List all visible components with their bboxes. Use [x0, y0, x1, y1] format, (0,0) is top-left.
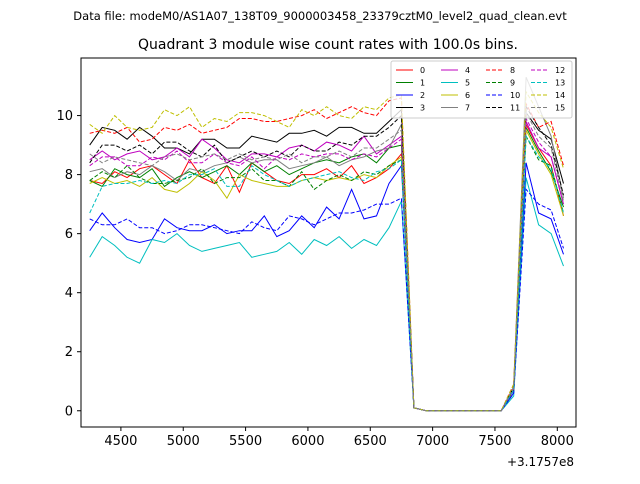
legend-label: 14 — [555, 91, 565, 100]
legend-label: 15 — [555, 104, 565, 113]
legend-box — [390, 60, 573, 119]
y-tick-label: 4 — [65, 286, 73, 301]
x-tick-label: 8000 — [541, 434, 574, 449]
chart-title: Quadrant 3 module wise count rates with … — [138, 37, 518, 53]
legend-label: 7 — [465, 104, 470, 113]
x-tick-label: 5500 — [229, 434, 262, 449]
legend-label: 9 — [510, 79, 515, 88]
series-line-8 — [89, 97, 564, 412]
y-tick-label: 10 — [56, 109, 73, 124]
legend-label: 8 — [510, 66, 515, 75]
series-line-10 — [89, 188, 564, 412]
y-tick-label: 0 — [65, 404, 73, 419]
series-line-15 — [89, 110, 564, 412]
legend-label: 10 — [510, 91, 520, 100]
legend-label: 11 — [510, 104, 520, 113]
legend-label: 12 — [555, 66, 565, 75]
legend-label: 2 — [420, 91, 425, 100]
x-tick-label: 4500 — [104, 434, 137, 449]
y-tick-label: 2 — [65, 345, 73, 360]
x-tick-label: 6000 — [291, 434, 324, 449]
y-tick-label: 6 — [65, 227, 73, 242]
x-tick-label: 7000 — [416, 434, 449, 449]
legend-label: 0 — [420, 66, 425, 75]
legend-label: 1 — [420, 79, 425, 88]
plot-area-frame — [80, 57, 577, 428]
x-tick-label: 7500 — [478, 434, 511, 449]
x-tick-label: 6500 — [354, 434, 387, 449]
axes-layer: 4500 5000 5500 6000 6500 7000 7500 8000 0 2 4 6 8 10 — [56, 109, 573, 449]
x-tick-label: 5000 — [167, 434, 200, 449]
legend-label: 13 — [555, 79, 565, 88]
series-line-9 — [89, 134, 564, 412]
legend-label: 3 — [420, 104, 425, 113]
legend-label: 4 — [465, 66, 470, 75]
x-axis-offset-label: +3.1757e8 — [507, 455, 574, 469]
legend-label: 5 — [465, 79, 470, 88]
y-tick-label: 8 — [65, 168, 73, 183]
chart-suptitle: Data file: modeM0/AS1A07_138T09_90000034… — [73, 9, 567, 23]
series-layer — [89, 77, 564, 412]
legend-label: 6 — [465, 91, 470, 100]
